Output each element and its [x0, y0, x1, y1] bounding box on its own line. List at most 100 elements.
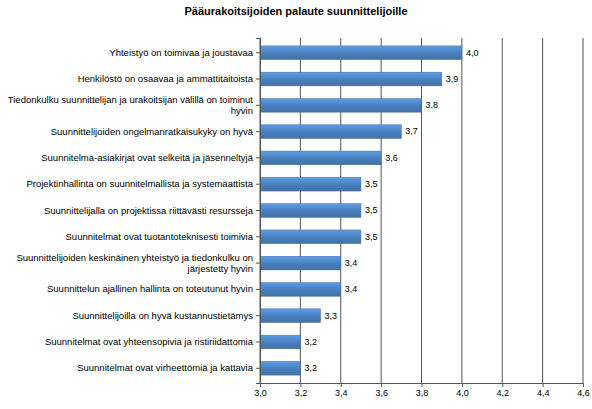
y-tick-mark — [256, 210, 260, 211]
y-tick: Suunnittelijoiden ongelmanratkaisukyky o… — [51, 126, 260, 137]
bar — [260, 98, 422, 112]
grid-line — [421, 38, 422, 383]
data-label: 3,4 — [345, 258, 358, 268]
y-tick-label-line: Projektinhallinta on suunnitelmallista j… — [26, 178, 253, 189]
y-tick: Tiedonkulku suunnittelijan ja urakoitsij… — [8, 94, 260, 116]
x-tick: 4,0 — [456, 383, 469, 398]
y-tick-label-line: Suunnittelun ajallinen hallinta on toteu… — [47, 283, 253, 294]
bar — [260, 230, 361, 244]
x-tick-label: 4,6 — [577, 388, 590, 398]
bars — [260, 46, 462, 375]
x-tick: 3,2 — [295, 383, 308, 398]
y-tick-mark — [256, 52, 260, 53]
y-tick-label: Suunnitelma-asiakirjat ovat selkeitä ja … — [41, 152, 253, 163]
y-tick-mark — [256, 289, 260, 290]
data-label: 3,6 — [385, 153, 398, 163]
y-tick-mark — [256, 341, 260, 342]
x-tick-mark — [502, 383, 503, 387]
x-tick: 4,2 — [496, 383, 509, 398]
x-tick-label: 3,0 — [254, 388, 267, 398]
bar — [260, 283, 341, 297]
chart-title: Pääurakoitsijoiden palaute suunnittelijo… — [184, 5, 407, 17]
y-tick-label: Suunnittelun ajallinen hallinta on toteu… — [47, 283, 253, 294]
x-tick-mark — [300, 383, 301, 387]
y-tick-mark — [256, 157, 260, 158]
x-tick-mark — [543, 383, 544, 387]
x-axis: 3,03,23,43,63,84,04,24,44,6 — [254, 383, 590, 398]
y-tick-label-line: Henkilöstö on osaavaa ja ammattitaitoist… — [78, 73, 254, 84]
x-tick-label: 3,4 — [335, 388, 348, 398]
grid-line — [381, 38, 382, 383]
y-tick-label: Henkilöstö on osaavaa ja ammattitaitoist… — [78, 73, 254, 84]
y-tick-label-line: järjestetty hyvin — [187, 263, 253, 274]
bar — [260, 151, 381, 165]
y-tick: Projektinhallinta on suunnitelmallista j… — [26, 178, 260, 189]
grid — [260, 38, 583, 383]
bar — [260, 204, 361, 218]
y-tick-label: Projektinhallinta on suunnitelmallista j… — [26, 178, 253, 189]
data-label: 4,0 — [466, 48, 479, 58]
y-tick-label: Suunnittelijoiden keskinäinen yhteistyö … — [16, 252, 253, 274]
y-tick-label: Suunnitelmat ovat virheettömiä ja kattav… — [77, 362, 254, 373]
x-tick-label: 4,4 — [537, 388, 550, 398]
y-tick-label-line: Suunnittelijalla on projektissa riittävä… — [44, 205, 254, 216]
y-tick-label-line: Tiedonkulku suunnittelijan ja urakoitsij… — [8, 94, 254, 105]
data-label: 3,9 — [446, 74, 459, 84]
y-tick-label: Tiedonkulku suunnittelijan ja urakoitsij… — [8, 94, 254, 116]
chart-container: Pääurakoitsijoiden palaute suunnittelijo… — [0, 0, 592, 409]
bar — [260, 177, 361, 191]
y-tick-label: Suunnittelijoiden ongelmanratkaisukyky o… — [51, 126, 254, 137]
plot: 3,0 3,2 3,4 3,6 3,8 4,0 4,2 4,4 4,6 Yhteistyö on … — [8, 38, 590, 398]
bar — [260, 72, 442, 86]
y-tick-label-line: Yhteistyö on toimivaa ja joustavaa — [109, 47, 253, 58]
y-tick-label-line: Suunnittelijoiden keskinäinen yhteistyö … — [16, 252, 253, 263]
y-tick-label-line: hyvin — [231, 105, 253, 116]
y-tick-label-line: Suunnitelmat ovat yhteensopivia ja risti… — [45, 336, 254, 347]
y-tick-mark — [256, 263, 260, 264]
data-label: 3,8 — [426, 100, 439, 110]
y-tick: Suunnitelmat ovat yhteensopivia ja risti… — [45, 336, 260, 347]
y-tick-label: Suunnittelijalla on projektissa riittävä… — [44, 205, 254, 216]
y-tick-label-line: Suunnittelijoilla on hyvä kustannustietä… — [72, 310, 253, 321]
x-axis-line — [261, 384, 584, 388]
data-label: 3,7 — [405, 126, 418, 136]
y-tick-mark — [256, 236, 260, 237]
grid-line — [461, 38, 462, 383]
x-tick-label: 4,2 — [496, 388, 509, 398]
bar — [260, 361, 300, 375]
y-tick-label: Suunnitelmat ovat tuotantoteknisesti toi… — [66, 231, 254, 242]
grid-line — [583, 38, 584, 383]
bar — [260, 256, 341, 270]
y-tick-mark — [256, 105, 260, 106]
data-label: 3,3 — [325, 311, 338, 321]
x-tick-mark — [583, 383, 584, 387]
y-tick: Suunnitelmat ovat tuotantoteknisesti toi… — [66, 231, 260, 242]
x-tick-mark — [422, 383, 423, 387]
chart-svg: Pääurakoitsijoiden palaute suunnittelijo… — [0, 0, 592, 409]
y-tick: Henkilöstö on osaavaa ja ammattitaitoist… — [78, 73, 260, 84]
y-tick: Suunnittelun ajallinen hallinta on toteu… — [47, 283, 260, 294]
x-tick: 3,0 — [254, 383, 267, 398]
y-tick: Yhteistyö on toimivaa ja joustavaa — [109, 47, 260, 58]
data-label: 3,5 — [365, 179, 378, 189]
data-label: 3,2 — [304, 337, 317, 347]
y-tick-mark — [256, 79, 260, 80]
y-tick: Suunnittelijoiden keskinäinen yhteistyö … — [16, 252, 260, 274]
y-tick: Suunnitelmat ovat virheettömiä ja kattav… — [77, 362, 260, 373]
bar — [260, 46, 462, 60]
y-tick-label: Suunnitelmat ovat yhteensopivia ja risti… — [45, 336, 254, 347]
grid-line — [502, 38, 503, 383]
x-tick: 3,4 — [335, 383, 348, 398]
y-tick: Suunnittelijoilla on hyvä kustannustietä… — [72, 310, 260, 321]
data-label: 3,4 — [345, 284, 358, 294]
x-tick-mark — [462, 383, 463, 387]
data-label: 3,5 — [365, 232, 378, 242]
y-tick-mark — [256, 368, 260, 369]
grid-line — [542, 38, 543, 383]
x-tick: 4,4 — [537, 383, 550, 398]
x-tick-label: 4,0 — [456, 388, 469, 398]
y-tick-label: Suunnittelijoilla on hyvä kustannustietä… — [72, 310, 253, 321]
y-tick-mark — [256, 184, 260, 185]
y-tick: Suunnitelma-asiakirjat ovat selkeitä ja … — [41, 152, 260, 163]
x-tick-label: 3,8 — [416, 388, 429, 398]
